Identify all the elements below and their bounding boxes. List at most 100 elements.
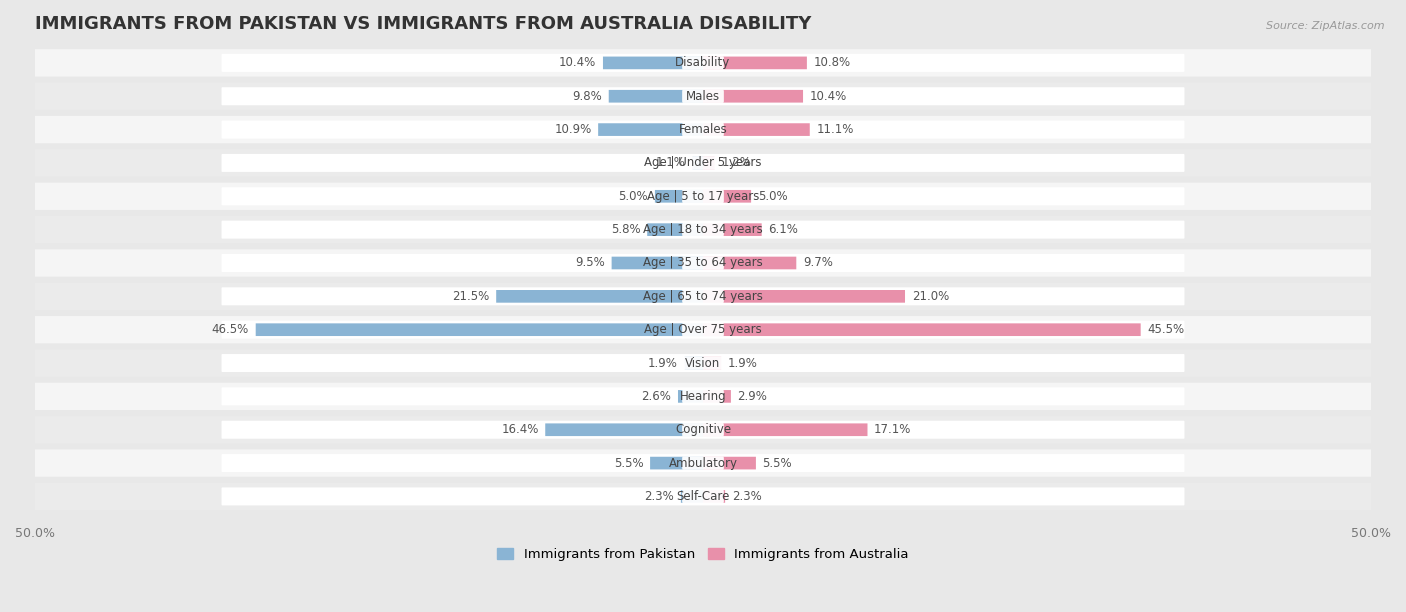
Text: Females: Females <box>679 123 727 136</box>
Text: 1.9%: 1.9% <box>728 357 758 370</box>
Text: Vision: Vision <box>685 357 721 370</box>
FancyBboxPatch shape <box>682 490 724 503</box>
Text: 10.8%: 10.8% <box>814 56 851 69</box>
Text: 6.1%: 6.1% <box>768 223 799 236</box>
FancyBboxPatch shape <box>35 182 1371 210</box>
FancyBboxPatch shape <box>35 416 1371 444</box>
Text: Age | Over 75 years: Age | Over 75 years <box>644 323 762 336</box>
FancyBboxPatch shape <box>222 54 1184 72</box>
Text: 1.1%: 1.1% <box>655 157 686 170</box>
FancyBboxPatch shape <box>682 356 724 370</box>
FancyBboxPatch shape <box>222 254 1184 272</box>
Text: Age | 35 to 64 years: Age | 35 to 64 years <box>643 256 763 269</box>
FancyBboxPatch shape <box>703 323 1140 336</box>
FancyBboxPatch shape <box>682 123 724 136</box>
FancyBboxPatch shape <box>35 349 1371 377</box>
Text: Source: ZipAtlas.com: Source: ZipAtlas.com <box>1267 21 1385 31</box>
FancyBboxPatch shape <box>35 116 1371 143</box>
Text: Males: Males <box>686 90 720 103</box>
FancyBboxPatch shape <box>682 323 724 337</box>
Text: Age | 18 to 34 years: Age | 18 to 34 years <box>643 223 763 236</box>
FancyBboxPatch shape <box>35 49 1371 76</box>
FancyBboxPatch shape <box>703 390 731 403</box>
FancyBboxPatch shape <box>703 424 868 436</box>
Text: Age | 65 to 74 years: Age | 65 to 74 years <box>643 290 763 303</box>
FancyBboxPatch shape <box>222 288 1184 305</box>
FancyBboxPatch shape <box>222 221 1184 239</box>
Text: 5.0%: 5.0% <box>758 190 787 203</box>
FancyBboxPatch shape <box>609 90 703 103</box>
FancyBboxPatch shape <box>496 290 703 303</box>
Text: 5.8%: 5.8% <box>610 223 641 236</box>
FancyBboxPatch shape <box>703 290 905 303</box>
FancyBboxPatch shape <box>703 490 725 503</box>
FancyBboxPatch shape <box>222 88 1184 105</box>
Text: 9.7%: 9.7% <box>803 256 832 269</box>
FancyBboxPatch shape <box>222 387 1184 405</box>
Text: 5.5%: 5.5% <box>762 457 792 469</box>
FancyBboxPatch shape <box>647 223 703 236</box>
Text: 2.3%: 2.3% <box>644 490 675 503</box>
FancyBboxPatch shape <box>682 423 724 436</box>
Text: 1.9%: 1.9% <box>648 357 678 370</box>
FancyBboxPatch shape <box>35 316 1371 343</box>
FancyBboxPatch shape <box>678 390 703 403</box>
FancyBboxPatch shape <box>703 223 762 236</box>
Text: 1.2%: 1.2% <box>721 157 751 170</box>
FancyBboxPatch shape <box>222 420 1184 439</box>
FancyBboxPatch shape <box>35 382 1371 410</box>
FancyBboxPatch shape <box>703 90 803 103</box>
FancyBboxPatch shape <box>703 457 756 469</box>
Text: 21.0%: 21.0% <box>911 290 949 303</box>
Text: 2.9%: 2.9% <box>738 390 768 403</box>
FancyBboxPatch shape <box>682 56 724 70</box>
FancyBboxPatch shape <box>655 190 703 203</box>
Text: 11.1%: 11.1% <box>817 123 853 136</box>
FancyBboxPatch shape <box>703 56 807 69</box>
FancyBboxPatch shape <box>222 487 1184 506</box>
FancyBboxPatch shape <box>612 256 703 269</box>
Text: 5.5%: 5.5% <box>614 457 644 469</box>
FancyBboxPatch shape <box>546 424 703 436</box>
FancyBboxPatch shape <box>650 457 703 469</box>
Text: Age | 5 to 17 years: Age | 5 to 17 years <box>647 190 759 203</box>
FancyBboxPatch shape <box>35 483 1371 510</box>
Text: 16.4%: 16.4% <box>501 424 538 436</box>
FancyBboxPatch shape <box>222 187 1184 205</box>
FancyBboxPatch shape <box>685 357 703 370</box>
Text: Cognitive: Cognitive <box>675 424 731 436</box>
FancyBboxPatch shape <box>682 457 724 470</box>
FancyBboxPatch shape <box>222 354 1184 372</box>
Text: 9.8%: 9.8% <box>572 90 602 103</box>
Text: 2.6%: 2.6% <box>641 390 671 403</box>
FancyBboxPatch shape <box>222 154 1184 172</box>
Text: 10.9%: 10.9% <box>554 123 592 136</box>
FancyBboxPatch shape <box>35 283 1371 310</box>
Text: Disability: Disability <box>675 56 731 69</box>
FancyBboxPatch shape <box>222 121 1184 138</box>
FancyBboxPatch shape <box>682 89 724 103</box>
FancyBboxPatch shape <box>682 190 724 203</box>
FancyBboxPatch shape <box>222 454 1184 472</box>
Text: IMMIGRANTS FROM PAKISTAN VS IMMIGRANTS FROM AUSTRALIA DISABILITY: IMMIGRANTS FROM PAKISTAN VS IMMIGRANTS F… <box>35 15 811 33</box>
Text: Ambulatory: Ambulatory <box>668 457 738 469</box>
FancyBboxPatch shape <box>703 190 751 203</box>
FancyBboxPatch shape <box>703 123 810 136</box>
FancyBboxPatch shape <box>35 216 1371 244</box>
FancyBboxPatch shape <box>35 249 1371 277</box>
FancyBboxPatch shape <box>681 490 703 503</box>
FancyBboxPatch shape <box>703 256 796 269</box>
Text: 2.3%: 2.3% <box>731 490 762 503</box>
FancyBboxPatch shape <box>692 157 703 170</box>
FancyBboxPatch shape <box>35 449 1371 477</box>
Text: Age | Under 5 years: Age | Under 5 years <box>644 157 762 170</box>
Text: 10.4%: 10.4% <box>810 90 846 103</box>
FancyBboxPatch shape <box>35 149 1371 177</box>
Text: 45.5%: 45.5% <box>1147 323 1184 336</box>
FancyBboxPatch shape <box>703 157 714 170</box>
FancyBboxPatch shape <box>222 321 1184 338</box>
FancyBboxPatch shape <box>598 123 703 136</box>
Legend: Immigrants from Pakistan, Immigrants from Australia: Immigrants from Pakistan, Immigrants fro… <box>492 543 914 567</box>
FancyBboxPatch shape <box>682 390 724 403</box>
FancyBboxPatch shape <box>682 256 724 270</box>
